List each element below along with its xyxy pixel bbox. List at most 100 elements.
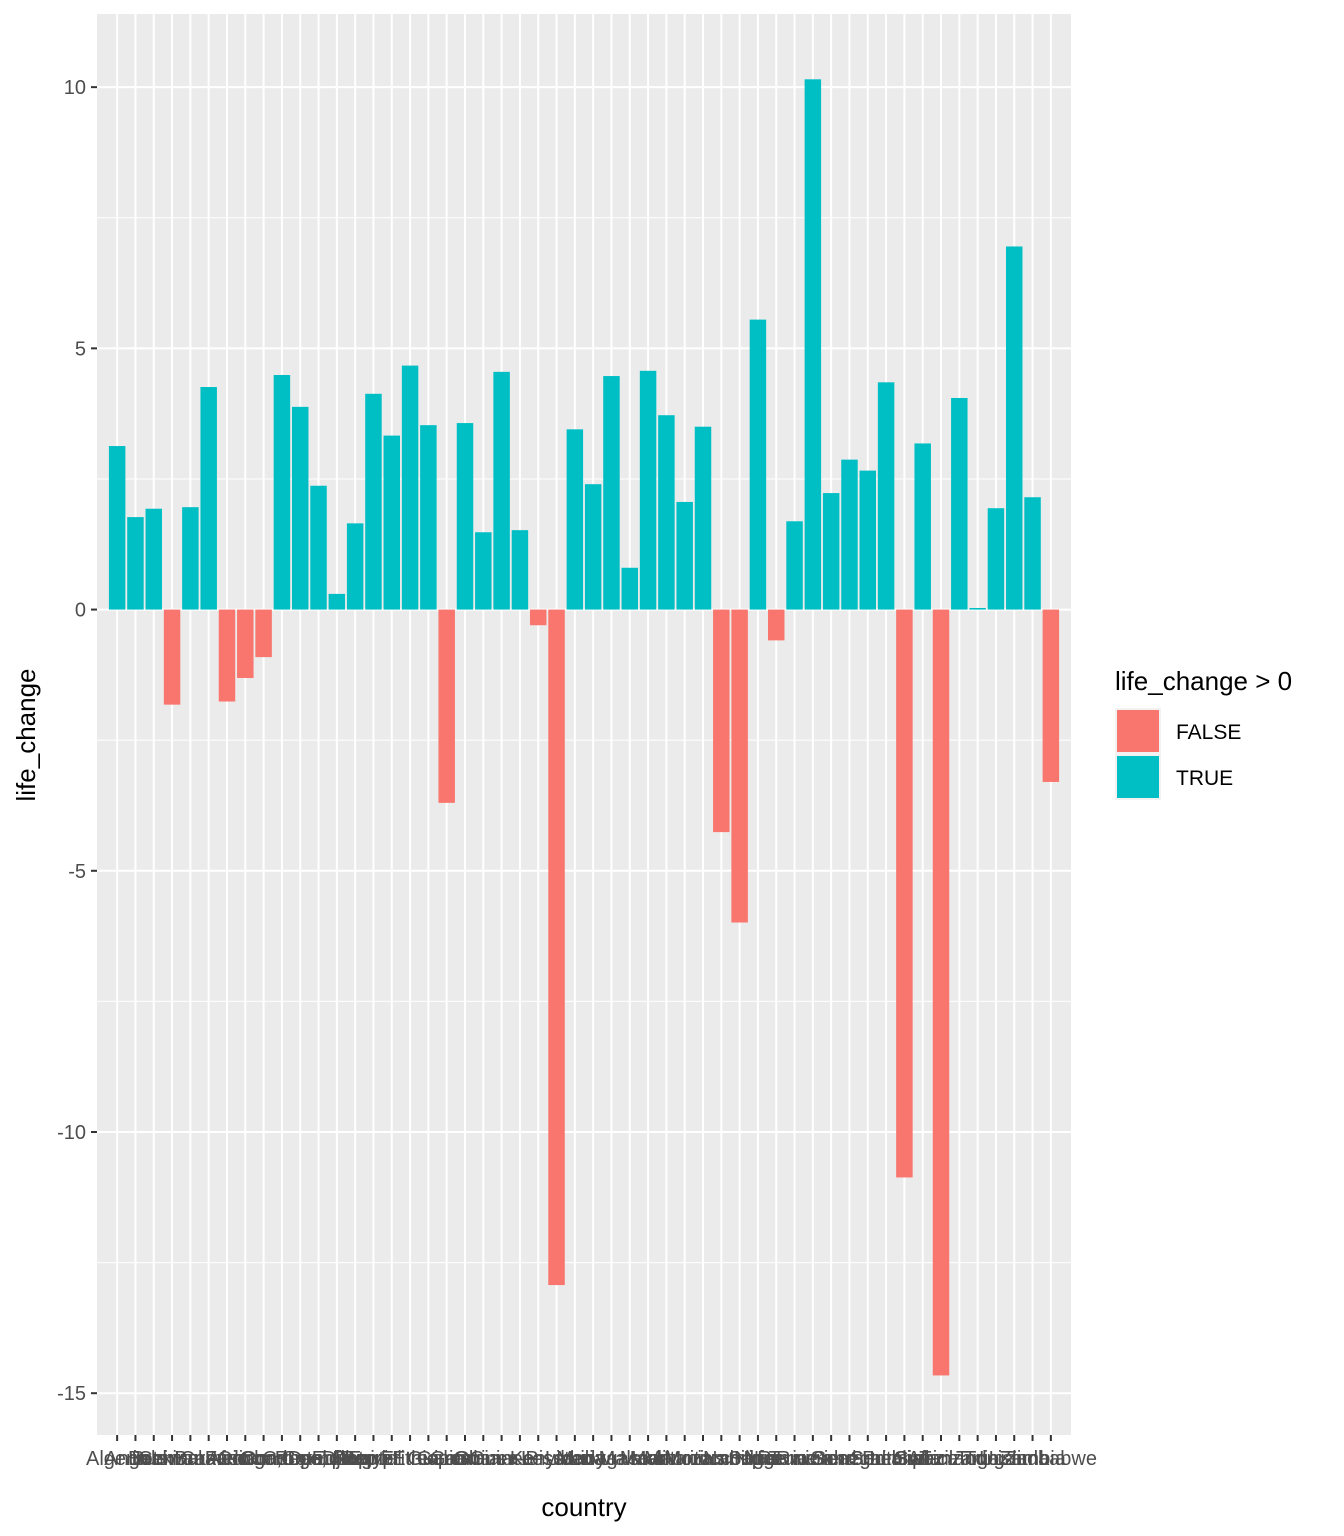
bar-algeria <box>108 446 126 610</box>
x-tick-label: Nigeria <box>745 1448 809 1470</box>
x-tick-label: Kenya <box>510 1448 568 1470</box>
bar-zimbabwe <box>1042 609 1060 782</box>
bar-sao-tome-and-principe <box>822 493 840 610</box>
bar-liberia <box>566 429 584 610</box>
x-tick-label: Comoros <box>241 1448 322 1470</box>
y-axis: -15 -10 -5 0 5 10 <box>57 77 97 1405</box>
bar-cameroon <box>218 609 236 702</box>
x-tick-label: Ethiopia <box>392 1448 465 1470</box>
x-tick-label: Uganda <box>979 1448 1050 1470</box>
plot-panel <box>97 14 1071 1435</box>
bar-guinea <box>493 371 510 610</box>
x-tick-label: Angola <box>104 1448 167 1470</box>
bar-cote-d-ivoire <box>328 593 346 610</box>
bar-namibia <box>731 609 748 923</box>
bar-central-african-republic <box>237 609 254 679</box>
bars-group <box>108 79 1060 1376</box>
x-tick-label: Liberia <box>545 1448 606 1470</box>
bar-mauritania <box>658 415 675 610</box>
x-tick-label: Togo <box>956 1448 999 1470</box>
x-tick-label: Congo, Rep. <box>262 1448 374 1470</box>
bar-mozambique <box>713 609 730 833</box>
bar-uganda <box>1006 246 1023 610</box>
x-tick-label: Zimbabwe <box>1005 1448 1097 1470</box>
x-tick-label: Gambia <box>430 1448 501 1470</box>
x-tick-label: Sao Tome and Principe <box>728 1448 934 1470</box>
bar-nigeria <box>767 609 785 641</box>
y-tick-label: 10 <box>64 77 86 99</box>
bar-mali <box>639 370 657 610</box>
bar-kenya <box>529 609 547 626</box>
bar-libya <box>584 484 602 610</box>
x-tick-label: Sierra Leone <box>811 1448 926 1470</box>
legend-label-true: TRUE <box>1176 767 1233 790</box>
bar-benin <box>145 508 162 610</box>
bar-niger <box>749 319 767 610</box>
x-tick-label: Libya <box>569 1448 618 1470</box>
bar-sierra-leone <box>859 470 877 610</box>
bar-togo <box>969 607 986 610</box>
bar-comoros <box>273 374 291 610</box>
x-tick-label: Lesotho <box>521 1448 592 1470</box>
y-tick-label: -10 <box>57 1122 86 1144</box>
x-tick-label: Burundi <box>174 1448 243 1470</box>
x-tick-label: Eritrea <box>381 1448 441 1470</box>
x-tick-label: Morocco <box>665 1448 742 1470</box>
x-tick-label: Cameroon <box>180 1448 273 1470</box>
x-tick-label: Equatorial Guinea <box>312 1448 473 1470</box>
bar-morocco <box>694 426 712 610</box>
x-tick-label: Niger <box>734 1448 782 1470</box>
bar-senegal <box>841 459 858 610</box>
bar-south-africa <box>896 609 913 1178</box>
x-tick-label: Madagascar <box>556 1448 666 1470</box>
bar-zambia <box>1024 497 1041 610</box>
x-tick-label: Cote d'Ivoire <box>281 1448 393 1470</box>
y-axis-title: life_change <box>11 669 41 802</box>
x-tick-label: Somalia <box>850 1448 923 1470</box>
bar-gambia <box>456 423 474 610</box>
x-tick-label: Chad <box>240 1448 288 1470</box>
x-tick-label: Malawi <box>599 1448 661 1470</box>
bar-angola <box>127 517 144 610</box>
x-tick-label: Mali <box>630 1448 667 1470</box>
legend-swatch-false <box>1117 710 1159 752</box>
bar-equatorial-guinea <box>383 435 401 610</box>
bar-congo-dem-rep- <box>291 406 309 610</box>
x-tick-label: Egypt <box>348 1448 400 1470</box>
bar-djibouti <box>346 523 364 610</box>
x-tick-label: Botswana <box>128 1448 217 1470</box>
bar-lesotho <box>548 609 565 1286</box>
x-tick-label: Ghana <box>453 1448 514 1470</box>
bar-burkina-faso <box>182 507 199 610</box>
bar-guinea-bissau <box>511 530 529 610</box>
bar-somalia <box>877 382 895 610</box>
x-tick-label: Mauritania <box>620 1448 714 1470</box>
legend: life_change > 0 FALSE TRUE <box>1115 666 1292 800</box>
bar-sudan <box>914 443 931 610</box>
bar-gabon <box>438 609 455 803</box>
bar-congo-rep- <box>310 485 327 610</box>
bar-tanzania <box>951 397 968 610</box>
legend-swatch-true <box>1117 756 1159 798</box>
x-tick-label: Rwanda <box>776 1448 850 1470</box>
x-tick-label: Sudan <box>894 1448 952 1470</box>
x-tick-label: Guinea-Bissau <box>454 1448 585 1470</box>
x-tick-label: Senegal <box>813 1448 886 1470</box>
bar-burundi <box>200 387 217 610</box>
x-tick-label: Djibouti <box>322 1448 389 1470</box>
bar-reunion <box>786 521 803 610</box>
y-tick-label: -5 <box>68 861 86 883</box>
x-tick-label: Central African Republic <box>138 1448 353 1470</box>
x-axis-title: country <box>541 1492 626 1522</box>
x-tick-label: Guinea <box>469 1448 534 1470</box>
x-tick-label: Burkina Faso <box>131 1448 249 1470</box>
bar-egypt <box>365 393 382 610</box>
bar-swaziland <box>932 609 950 1376</box>
bar-ethiopia <box>420 425 437 610</box>
x-tick-label: Benin <box>128 1448 179 1470</box>
x-tick-label: Tunisia <box>964 1448 1029 1470</box>
y-tick-label: 0 <box>75 600 86 622</box>
x-tick-label: South Africa <box>850 1448 959 1470</box>
